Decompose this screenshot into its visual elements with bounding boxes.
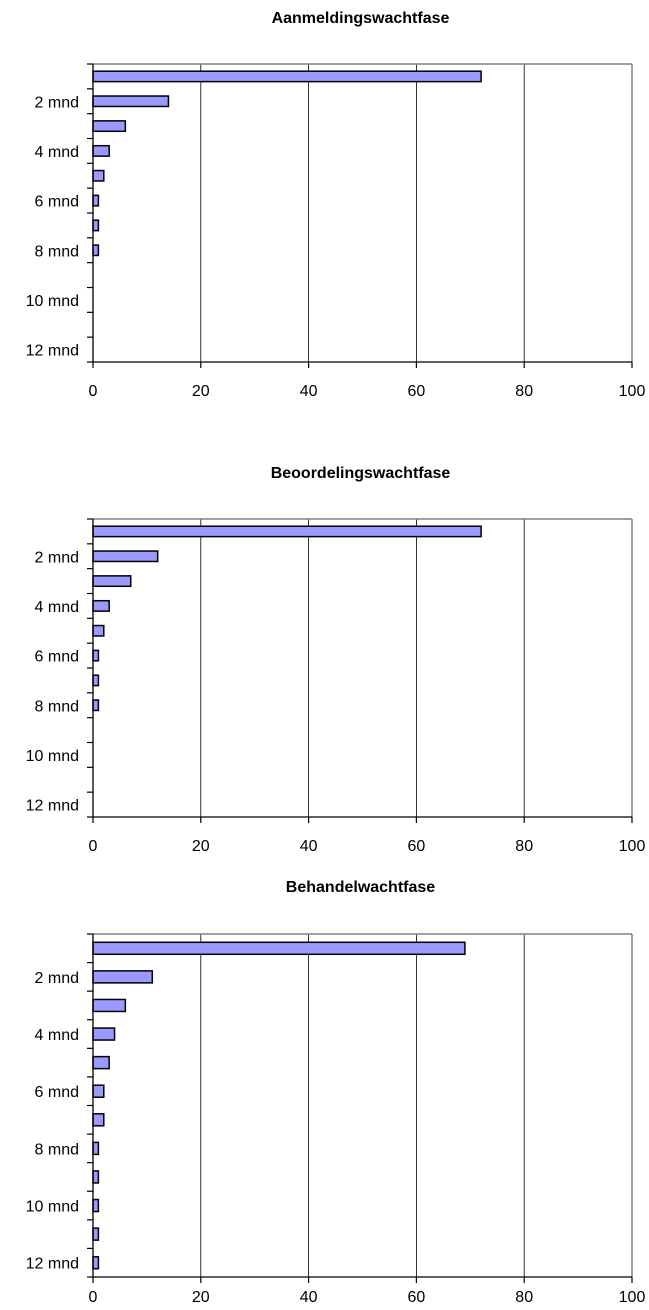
x-tick-label: 100 <box>619 383 646 400</box>
x-tick-label: 80 <box>515 383 533 400</box>
x-tick-label: 20 <box>192 383 210 400</box>
bar <box>92 624 105 637</box>
x-tick-label: 20 <box>192 1289 210 1306</box>
bar <box>92 699 100 712</box>
x-tick-label: 60 <box>408 838 426 855</box>
x-tick-label: 0 <box>89 383 98 400</box>
bar <box>92 95 170 108</box>
bar <box>92 674 100 687</box>
x-tick-label: 0 <box>89 838 98 855</box>
x-tick-label: 40 <box>300 383 318 400</box>
y-tick-label: 6 mnd <box>35 1084 79 1101</box>
bar <box>92 194 100 207</box>
bar <box>92 525 482 538</box>
chart-title: Beoordelingswachtfase <box>271 465 451 482</box>
x-tick-label: 0 <box>89 1289 98 1306</box>
y-tick-label: 6 mnd <box>35 194 79 211</box>
x-tick-label: 40 <box>300 838 318 855</box>
bar <box>92 550 159 563</box>
bar <box>92 1113 105 1127</box>
bar <box>92 1141 100 1156</box>
bar <box>92 599 110 612</box>
y-tick-label: 8 mnd <box>35 698 79 715</box>
bar <box>92 219 100 232</box>
y-tick-label: 2 mnd <box>35 970 79 987</box>
chart-panel-beoordeling: Beoordelingswachtfase 2 mnd 4 mnd 6 mnd 8 mn… <box>0 455 649 875</box>
bar <box>92 144 110 157</box>
bar <box>92 649 100 662</box>
y-tick-label: 8 mnd <box>35 243 79 260</box>
chart-behandel: Behandelwachtfase 2 mnd 4 mnd 6 mnd 8 mnd 10 … <box>26 879 646 1306</box>
y-tick-label: 10 mnd <box>26 748 79 765</box>
chart-panel-aanmelding: Aanmeldingswachtfase 2 mnd 4 mnd 6 mnd 8 mnd… <box>0 0 649 420</box>
bar <box>92 70 482 83</box>
x-tick-label: 60 <box>408 383 426 400</box>
bar <box>92 1227 100 1241</box>
bar <box>92 941 466 956</box>
chart-panel-behandel: Behandelwachtfase 2 mnd 4 mnd 6 mnd 8 mnd 10 … <box>0 857 649 1310</box>
x-tick-label: 100 <box>619 838 646 855</box>
x-tick-label: 60 <box>408 1289 426 1306</box>
y-tick-label: 8 mnd <box>35 1141 79 1158</box>
bar <box>92 244 100 257</box>
bar <box>92 575 132 588</box>
y-tick-label: 12 mnd <box>26 343 79 360</box>
chart-aanmelding: Aanmeldingswachtfase 2 mnd 4 mnd 6 mnd 8 mnd… <box>26 10 646 400</box>
y-tick-label: 10 mnd <box>26 1199 79 1216</box>
bar <box>92 1170 100 1184</box>
y-tick-label: 12 mnd <box>26 798 79 815</box>
bar <box>92 169 105 182</box>
bar <box>92 1255 100 1270</box>
bar <box>92 970 154 984</box>
x-tick-label: 80 <box>515 1289 533 1306</box>
bar <box>92 120 127 133</box>
y-tick-label: 4 mnd <box>35 144 79 161</box>
chart-beoordeling: Beoordelingswachtfase 2 mnd 4 mnd 6 mnd 8 mn… <box>26 465 646 855</box>
bar <box>92 1027 116 1041</box>
y-tick-label: 12 mnd <box>26 1256 79 1273</box>
chart-title: Aanmeldingswachtfase <box>272 10 450 27</box>
bar <box>92 1055 110 1070</box>
x-tick-label: 40 <box>300 1289 318 1306</box>
y-tick-label: 10 mnd <box>26 293 79 310</box>
bar <box>92 1198 100 1213</box>
chart-title: Behandelwachtfase <box>286 879 435 896</box>
bar <box>92 1084 105 1098</box>
y-tick-label: 6 mnd <box>35 649 79 666</box>
y-tick-label: 2 mnd <box>35 94 79 111</box>
x-tick-label: 20 <box>192 838 210 855</box>
x-tick-label: 100 <box>619 1289 646 1306</box>
bar <box>92 998 127 1013</box>
y-tick-label: 2 mnd <box>35 549 79 566</box>
x-tick-label: 80 <box>515 838 533 855</box>
y-tick-label: 4 mnd <box>35 599 79 616</box>
y-tick-label: 4 mnd <box>35 1027 79 1044</box>
